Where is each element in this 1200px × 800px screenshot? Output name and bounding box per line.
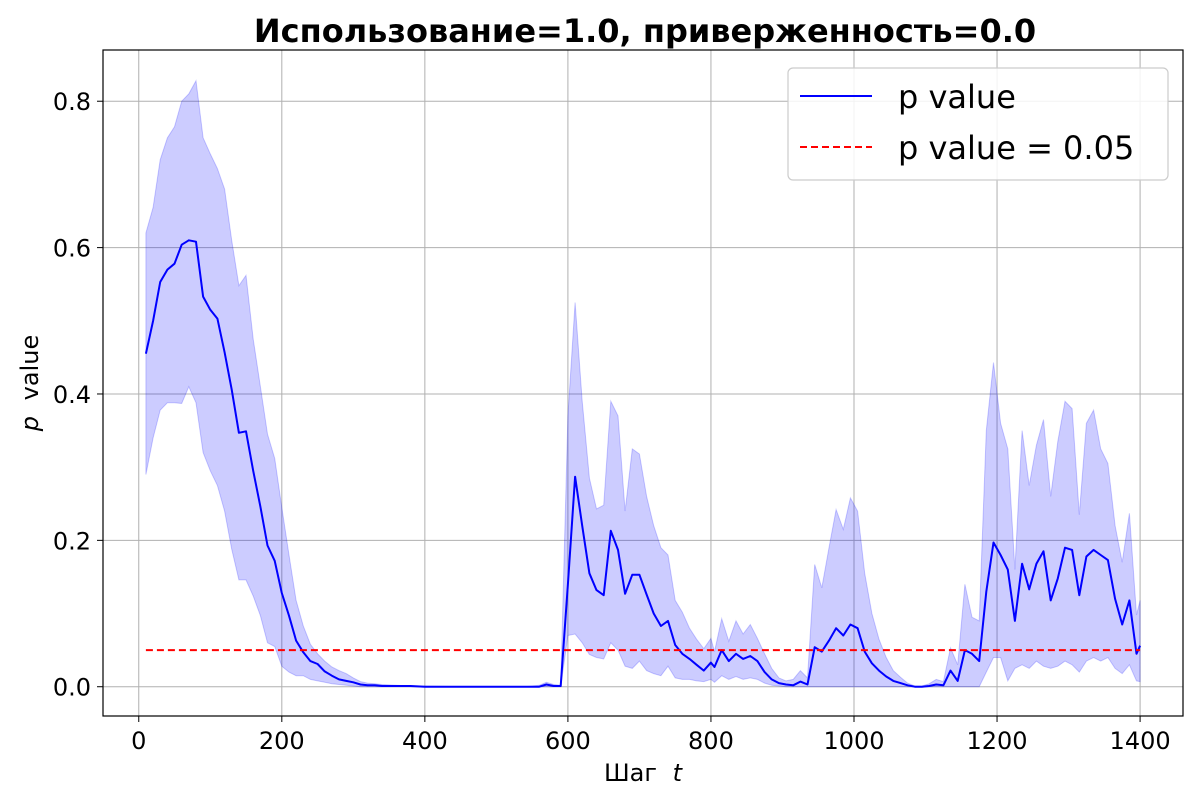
x-tick-label: 200 [259, 727, 305, 755]
p-value-line [144, 239, 1142, 688]
confidence-band [145, 79, 1141, 688]
x-tick-label: 600 [545, 727, 591, 755]
y-tick-label: 0.6 [53, 235, 91, 263]
y-axis-label: p value [16, 335, 44, 432]
x-tick-label: 1200 [967, 727, 1028, 755]
series-lines-layer [144, 239, 1142, 688]
legend-box [787, 67, 1169, 181]
chart-title: Использование=1.0, приверженность=0.0 [254, 12, 1036, 50]
x-axis-label: Шаг t [604, 759, 684, 787]
legend-label-threshold: p value = 0.05 [898, 129, 1134, 167]
y-axis-label-text: value [16, 335, 44, 401]
x-tick-label: 1000 [823, 727, 884, 755]
x-tick-label: 800 [688, 727, 734, 755]
x-axis-label-var: t [673, 759, 684, 787]
y-axis-ticks: 0.0 0.2 0.4 0.6 0.8 [53, 88, 103, 702]
x-tick-label: 1400 [1110, 727, 1171, 755]
x-axis-label-text: Шаг [604, 759, 657, 787]
y-tick-label: 0.8 [53, 88, 91, 116]
y-tick-label: 0.4 [53, 381, 91, 409]
confidence-band-layer [145, 79, 1141, 688]
x-tick-label: 400 [402, 727, 448, 755]
legend-label-p-value: p value [898, 78, 1016, 116]
y-tick-label: 0.2 [53, 527, 91, 555]
y-axis-label-var: p [16, 416, 44, 432]
plot-frame [102, 49, 1184, 717]
y-tick-label: 0.0 [53, 674, 91, 702]
legend: p value p value = 0.05 [787, 67, 1169, 181]
x-axis-ticks: 0 200 400 600 800 1000 1200 1400 [131, 716, 1171, 755]
x-tick-label: 0 [131, 727, 146, 755]
